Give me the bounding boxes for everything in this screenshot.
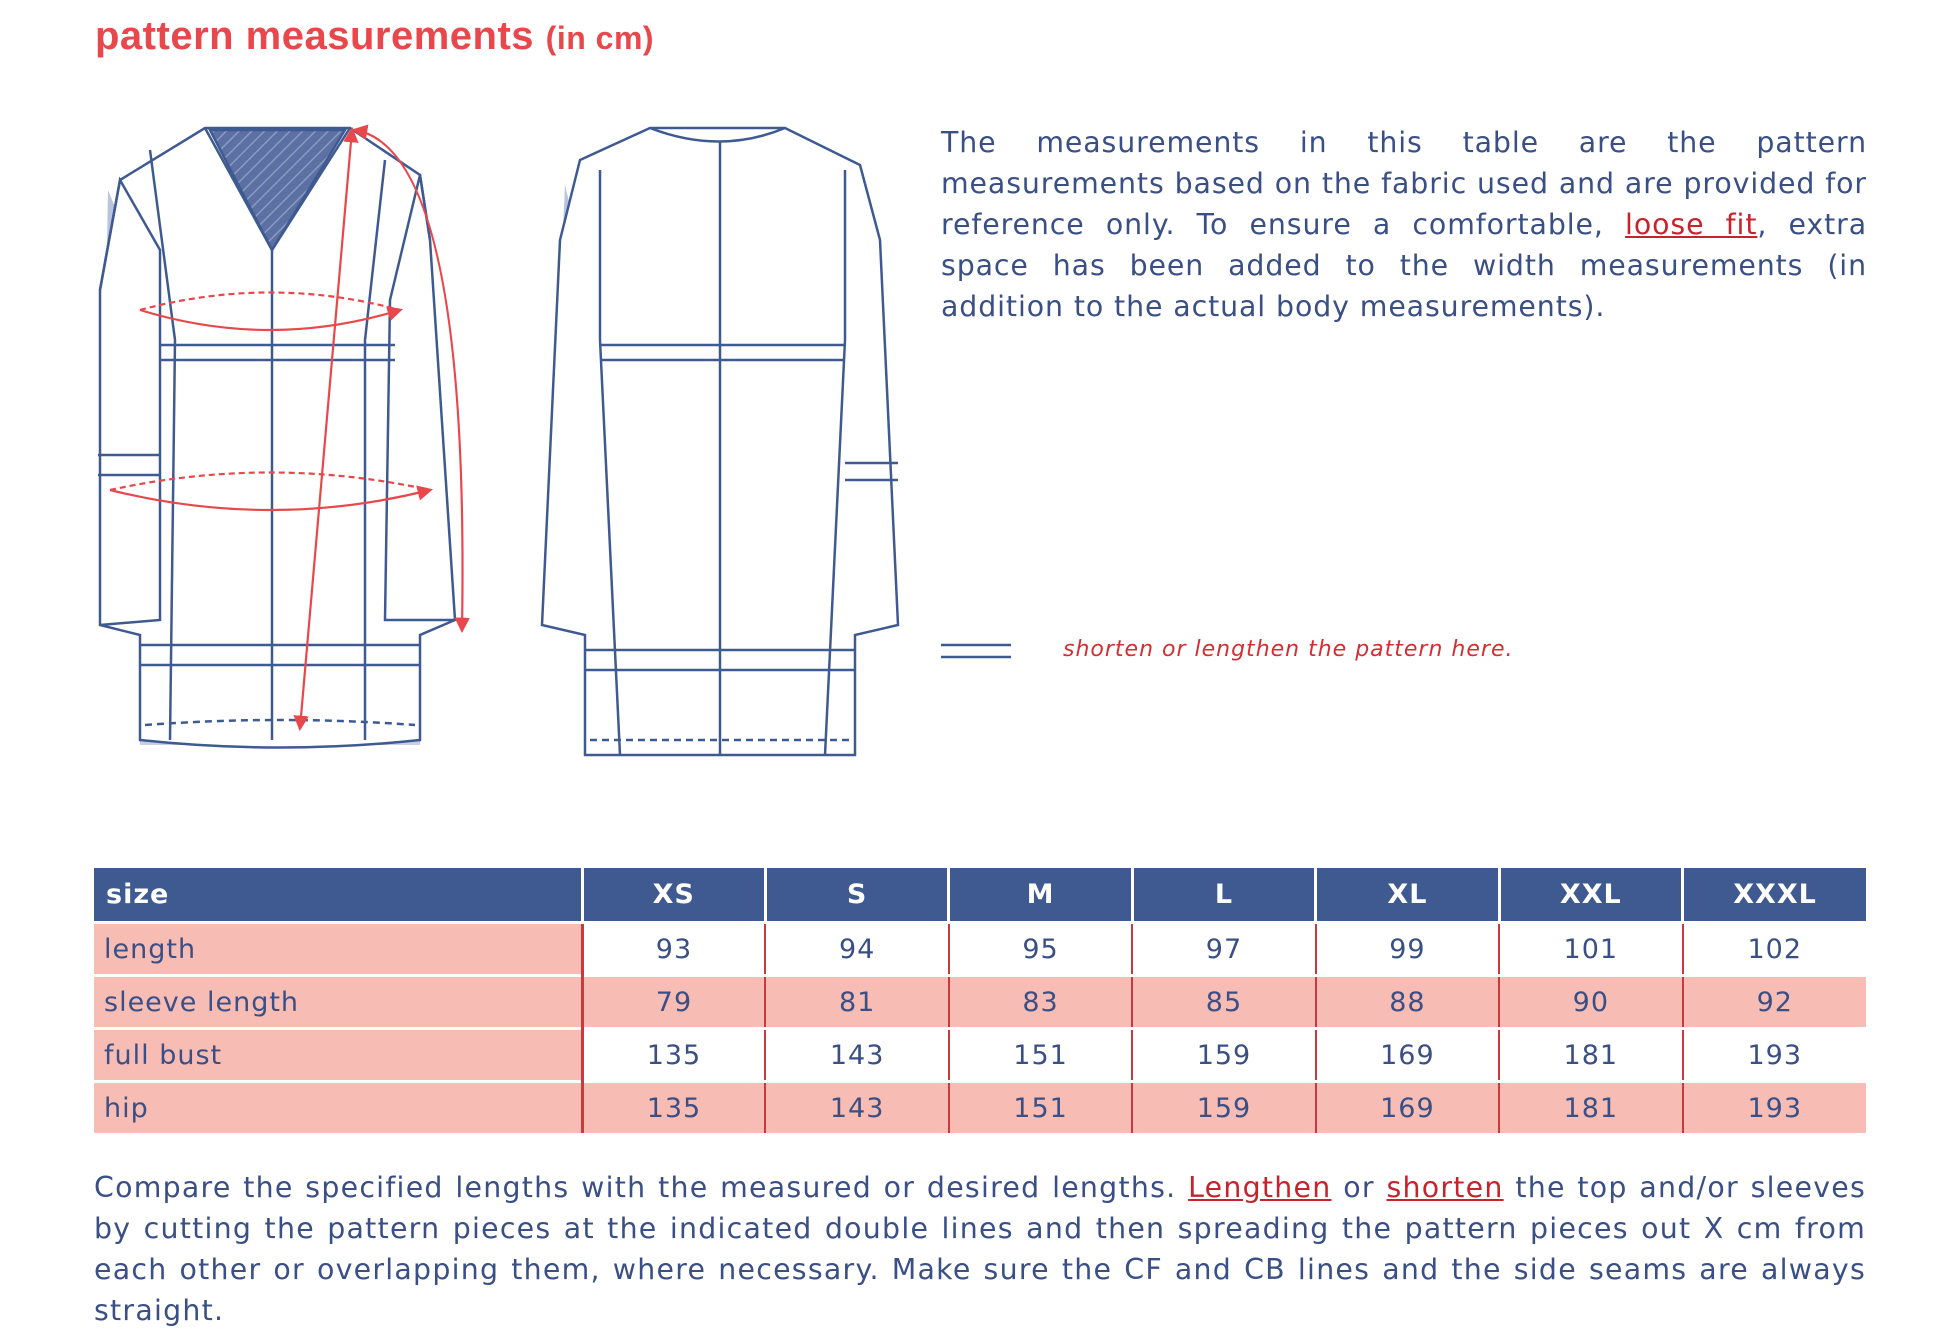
table-cell: 90 <box>1499 974 1684 1029</box>
table-cell: 181 <box>1499 1027 1684 1082</box>
table-cell: 151 <box>948 1027 1134 1082</box>
table-cell: 99 <box>1315 921 1501 976</box>
lengthen-link[interactable]: Lengthen <box>1188 1171 1332 1204</box>
double-line-icon <box>941 643 1011 659</box>
size-table: size XS S M L XL XXL XXXL length 93 94 9… <box>94 868 1866 1133</box>
table-row-full-bust: full bust 135 143 151 159 169 181 193 <box>94 1027 1866 1082</box>
table-row-hip: hip 135 143 151 159 169 181 193 <box>94 1080 1866 1133</box>
row-label: hip <box>94 1080 584 1133</box>
table-cell: 95 <box>948 921 1134 976</box>
size-m: M <box>948 868 1134 923</box>
row-label: full bust <box>94 1027 584 1082</box>
sleeve-length-measure <box>351 124 470 634</box>
table-cell: 97 <box>1132 921 1317 976</box>
table-cell: 101 <box>1499 921 1684 976</box>
size-xs: XS <box>582 868 767 923</box>
page-title: pattern measurements (in cm) <box>95 14 654 59</box>
table-cell: 143 <box>765 1027 950 1082</box>
table-cell: 159 <box>1132 1027 1317 1082</box>
title-main: pattern measurements <box>95 14 535 58</box>
intro-paragraph: The measurements in this table are the p… <box>941 122 1867 327</box>
size-header-label: size <box>94 868 584 923</box>
table-row-sleeve-length: sleeve length 79 81 83 85 88 90 92 <box>94 974 1866 1029</box>
table-cell: 193 <box>1682 1027 1866 1082</box>
size-xl: XL <box>1315 868 1501 923</box>
row-label: sleeve length <box>94 974 584 1029</box>
table-cell: 135 <box>582 1027 767 1082</box>
table-cell: 92 <box>1682 974 1866 1029</box>
title-unit: (in cm) <box>545 20 655 56</box>
table-cell: 181 <box>1499 1080 1684 1133</box>
table-cell: 85 <box>1132 974 1317 1029</box>
back-neckline <box>649 126 786 143</box>
size-s: S <box>765 868 951 923</box>
table-cell: 88 <box>1315 974 1501 1029</box>
length-measure <box>293 126 359 732</box>
instructions-paragraph: Compare the specified lengths with the m… <box>94 1167 1866 1331</box>
footer-text-1: Compare the specified lengths with the m… <box>94 1171 1189 1204</box>
hip-measure-back <box>109 471 431 492</box>
shorten-link[interactable]: shorten <box>1386 1171 1504 1204</box>
intro-text-2: , extra space has been added to the widt… <box>941 208 1867 323</box>
front-left-sleeve <box>98 176 162 627</box>
table-cell: 93 <box>582 921 767 976</box>
table-cell: 151 <box>948 1080 1134 1133</box>
size-xxxl: XXXL <box>1682 868 1866 923</box>
table-cell: 135 <box>582 1080 767 1133</box>
front-hem-dashed <box>144 718 416 727</box>
row-label: length <box>94 921 584 976</box>
table-cell: 81 <box>765 974 950 1029</box>
table-cell: 143 <box>765 1080 950 1133</box>
back-left-panel <box>598 170 622 756</box>
garment-illustration <box>98 124 900 757</box>
table-cell: 169 <box>1315 1027 1501 1082</box>
legend-text: shorten or lengthen the pattern here. <box>1063 637 1514 662</box>
table-row-length: length 93 94 95 97 99 101 102 <box>94 921 1866 976</box>
bust-measure-back <box>139 291 401 312</box>
front-left-panel <box>148 149 177 741</box>
table-cell: 79 <box>582 974 767 1029</box>
table-cell: 159 <box>1132 1080 1317 1133</box>
intro-text-1: The measurements in this table are the p… <box>941 126 1867 241</box>
back-view <box>540 126 900 757</box>
size-header-row: size XS S M L XL XXL XXXL <box>94 868 1866 923</box>
measurement-arrows <box>109 124 470 732</box>
footer-text-3: the top and/or sleeves by cutting the pa… <box>94 1171 1867 1327</box>
front-view <box>98 126 457 749</box>
table-cell: 83 <box>948 974 1134 1029</box>
table-cell: 102 <box>1682 921 1866 976</box>
footer-text-2: or <box>1331 1171 1387 1204</box>
table-cell: 94 <box>765 921 950 976</box>
table-cell: 169 <box>1315 1080 1501 1133</box>
loose-fit-link[interactable]: loose fit <box>1625 208 1758 241</box>
size-l: L <box>1132 868 1318 923</box>
back-right-panel <box>823 170 847 756</box>
table-cell: 193 <box>1682 1080 1866 1133</box>
size-xxl: XXL <box>1499 868 1685 923</box>
